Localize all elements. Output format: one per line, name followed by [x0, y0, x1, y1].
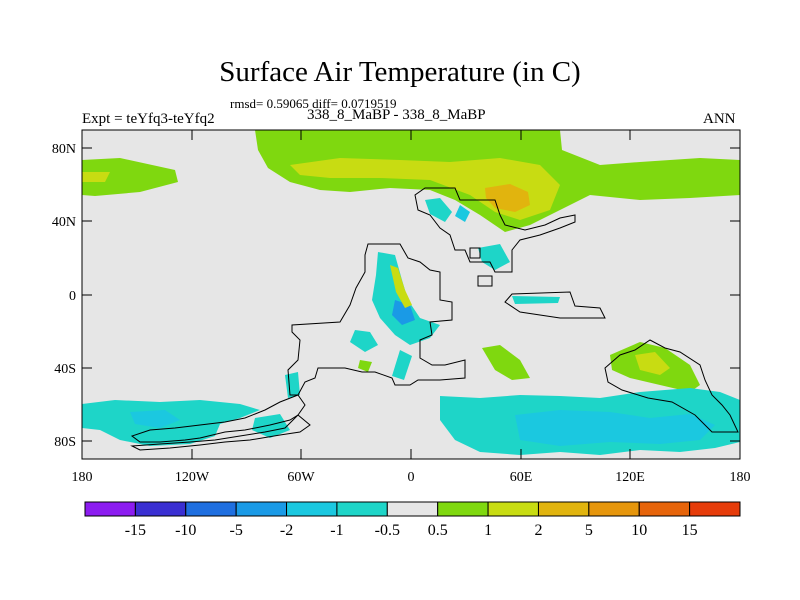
central-cold-region-3 [350, 330, 378, 352]
colorbar-label: -0.5 [375, 522, 400, 539]
colorbar-label: -5 [229, 522, 242, 539]
coastline-small-island [477, 275, 493, 287]
lat-tick-label: 80N [52, 142, 76, 157]
coastlines [130, 187, 739, 451]
periods-subtitle: 338_8_MaBP - 338_8_MaBP [307, 107, 486, 123]
colorbar-swatch [235, 501, 288, 517]
west-edge-yellow-region [82, 172, 110, 182]
colorbar-swatch [134, 501, 187, 517]
lon-tick-label: 180 [730, 470, 751, 485]
colorbar-swatch [537, 501, 590, 517]
colorbar-label: 15 [682, 522, 698, 539]
colorbar-swatch [689, 501, 741, 517]
colorbar-swatch [185, 501, 237, 517]
coastline-north-continent [414, 187, 576, 273]
plot-title: Surface Air Temperature (in C) [219, 56, 581, 88]
colorbar-swatch [638, 501, 691, 517]
lon-tick-label: 0 [408, 470, 415, 485]
lat-axis [82, 147, 740, 442]
colorbar-label: -15 [125, 522, 146, 539]
colorbar-label: -10 [175, 522, 196, 539]
coastline-equatorial-island [504, 291, 606, 319]
north-cold-patch-2 [455, 205, 470, 222]
colorbar-swatch [84, 501, 136, 517]
colorbar: -15 -10 -5 -2 -1 -0.5 0.5 1 2 5 10 15 [84, 501, 741, 539]
equatorial-cold-strip [512, 296, 560, 304]
central-cold-region-2 [392, 300, 415, 325]
stats-subtitle: rmsd= 0.59065 diff= 0.0719519 [230, 96, 397, 111]
colorbar-label: 0.5 [428, 522, 448, 539]
colorbar-label: -1 [330, 522, 343, 539]
colorbar-label: 5 [585, 522, 593, 539]
lat-tick-label: 80S [54, 435, 76, 450]
colorbar-label: 10 [631, 522, 647, 539]
colorbar-label: 1 [484, 522, 492, 539]
north-cold-patch-3 [478, 244, 510, 270]
map-plot-area [82, 130, 740, 459]
coastline-central-continent [287, 243, 466, 396]
central-cold-region-4 [392, 350, 412, 380]
lon-tick-label: 180 [72, 470, 93, 485]
antarctic-cold-west-small [130, 410, 180, 428]
lat-tick-label: 40N [52, 215, 76, 230]
north-cold-patch-1 [425, 198, 452, 222]
west-edge-warm-region [82, 158, 178, 196]
lon-axis [81, 130, 741, 459]
lat-tick-label: 0 [69, 289, 76, 304]
antarctic-cold-mid [252, 414, 290, 438]
lon-tick-label: 60E [510, 470, 533, 485]
coastline-southeast [604, 339, 739, 433]
lon-tick-label: 120E [615, 470, 645, 485]
lat-tick-label: 40S [54, 362, 76, 377]
colorbar-swatch [588, 501, 640, 517]
lon-tick-label: 120W [175, 470, 210, 485]
colorbar-swatch [487, 501, 539, 517]
season-label: ANN [703, 111, 736, 127]
coastline-south-outline-2 [130, 414, 311, 451]
colorbar-label: 2 [534, 522, 542, 539]
small-warm-patch [358, 360, 372, 372]
experiment-label: Expt = teYfq3-teYfq2 [82, 111, 215, 127]
central-warm-streak [390, 265, 412, 308]
colorbar-label: -2 [280, 522, 293, 539]
lon-tick-label: 60W [287, 470, 315, 485]
coastline-island-2 [469, 247, 481, 259]
coastline-southwest [130, 394, 306, 443]
antarctic-blue-core [515, 410, 715, 446]
colorbar-swatch [437, 501, 489, 517]
colorbar-swatch [386, 501, 439, 517]
colorbar-swatch [286, 501, 338, 517]
south-green-patch-1 [482, 345, 530, 380]
colorbar-swatch [336, 501, 388, 517]
south-yellow-patch [635, 352, 670, 375]
